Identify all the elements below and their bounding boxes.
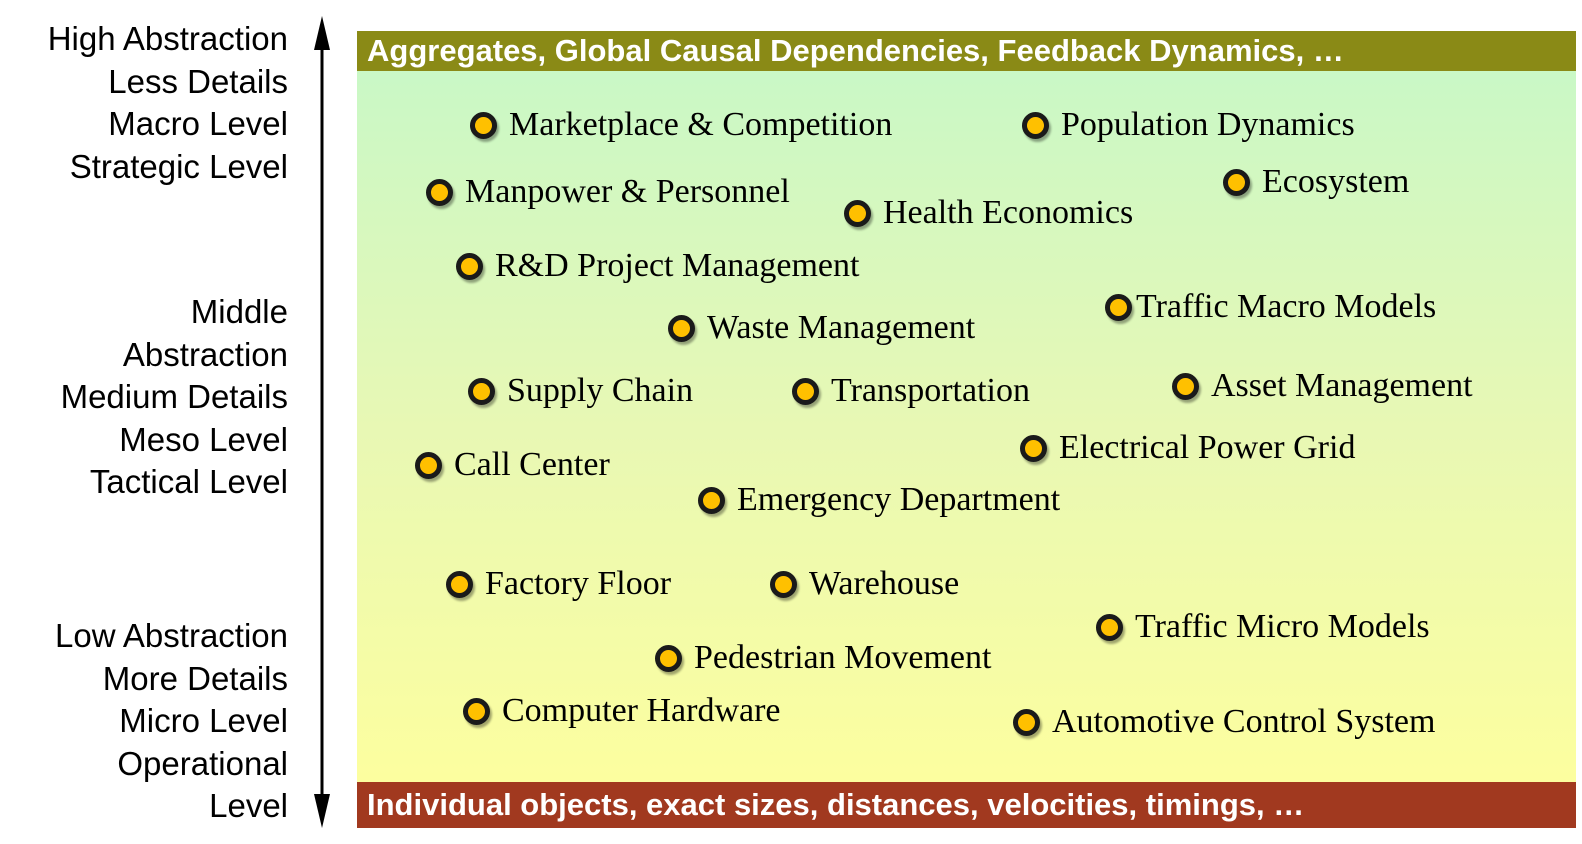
bullet-dot-icon	[655, 644, 682, 672]
bullet-dot-icon	[463, 697, 490, 725]
item-warehouse: Warehouse	[770, 565, 959, 603]
item-label: Computer Hardware	[502, 692, 781, 729]
item-manpower-personnel: Manpower & Personnel	[426, 173, 790, 211]
item-ecosystem: Ecosystem	[1223, 163, 1409, 201]
axis-label: Operational	[117, 744, 288, 782]
bullet-dot-icon	[470, 111, 497, 139]
arrow-up-head-icon	[314, 16, 330, 50]
bullet-dot-icon	[792, 377, 819, 405]
bullet-dot-icon	[1020, 434, 1047, 462]
item-health-economics: Health Economics	[844, 194, 1133, 232]
abstraction-panel	[357, 31, 1576, 828]
axis-label: More Details	[102, 659, 288, 697]
item-rd-project-management: R&D Project Management	[456, 247, 859, 285]
item-waste-management: Waste Management	[668, 309, 975, 347]
item-label: Health Economics	[883, 194, 1134, 231]
item-label: Population Dynamics	[1061, 106, 1355, 143]
top-banner: Aggregates, Global Causal Dependencies, …	[357, 31, 1576, 71]
bullet-dot-icon	[1022, 111, 1049, 139]
item-marketplace-competition: Marketplace & Competition	[470, 106, 892, 144]
axis-label: Macro Level	[108, 105, 288, 142]
bullet-dot-icon	[426, 178, 453, 206]
bullet-dot-icon	[668, 314, 695, 342]
double-headed-vertical-arrow-icon	[314, 16, 330, 828]
item-call-center: Call Center	[415, 446, 610, 484]
middle-abstraction-label-group: Middle Abstraction Medium Details Meso L…	[61, 291, 288, 504]
item-label: Waste Management	[707, 309, 976, 346]
item-population-dynamics: Population Dynamics	[1022, 106, 1355, 144]
bullet-dot-icon	[456, 252, 483, 280]
item-automotive-control-system: Automotive Control System	[1013, 703, 1435, 741]
axis-label: Micro Level	[119, 702, 288, 739]
item-label: Automotive Control System	[1052, 703, 1436, 740]
bullet-dot-icon	[844, 199, 871, 227]
item-transportation: Transportation	[792, 372, 1030, 410]
item-computer-hardware: Computer Hardware	[463, 692, 781, 730]
bullet-dot-icon	[698, 486, 725, 514]
item-emergency-department: Emergency Department	[698, 481, 1060, 519]
item-traffic-micro-models: Traffic Micro Models	[1096, 608, 1430, 646]
axis-label: Meso Level	[119, 420, 288, 458]
item-asset-management: Asset Management	[1172, 367, 1473, 405]
item-pedestrian-movement: Pedestrian Movement	[655, 639, 991, 677]
axis-label: Medium Details	[60, 378, 288, 415]
low-abstraction-label-group: Low Abstraction More Details Micro Level…	[55, 615, 288, 828]
axis-label: Abstraction	[122, 335, 288, 373]
bullet-dot-icon	[1013, 708, 1040, 736]
axis-label: Middle	[190, 293, 288, 330]
bullet-dot-icon	[1105, 293, 1132, 321]
item-label: Emergency Department	[737, 481, 1061, 518]
axis-label: High Abstraction	[47, 20, 288, 57]
axis-label: Level	[209, 787, 288, 824]
item-label: Call Center	[454, 446, 610, 483]
item-label: Asset Management	[1211, 367, 1473, 404]
item-label: Factory Floor	[485, 565, 672, 602]
bullet-dot-icon	[1223, 168, 1250, 196]
item-label: Supply Chain	[507, 372, 694, 409]
item-label: Warehouse	[809, 565, 960, 602]
item-label: Transportation	[831, 372, 1030, 409]
item-label: R&D Project Management	[495, 247, 860, 284]
high-abstraction-label-group: High Abstraction Less Details Macro Leve…	[48, 18, 288, 188]
item-label: Traffic Micro Models	[1135, 608, 1430, 645]
arrow-down-head-icon	[314, 794, 330, 828]
item-label: Manpower & Personnel	[465, 173, 790, 210]
item-label: Marketplace & Competition	[509, 106, 893, 143]
bullet-dot-icon	[1096, 613, 1123, 641]
item-label: Traffic Macro Models	[1136, 288, 1437, 325]
item-label: Ecosystem	[1262, 163, 1410, 200]
axis-label: Strategic Level	[69, 147, 288, 185]
item-factory-floor: Factory Floor	[446, 565, 671, 603]
bullet-dot-icon	[770, 570, 797, 598]
item-label: Pedestrian Movement	[694, 639, 992, 676]
axis-label: Less Details	[108, 62, 288, 100]
bullet-dot-icon	[1172, 372, 1199, 400]
item-label: Electrical Power Grid	[1059, 429, 1356, 466]
bullet-dot-icon	[415, 451, 442, 479]
item-traffic-macro-models: Traffic Macro Models	[1105, 288, 1436, 326]
axis-label: Low Abstraction	[55, 617, 288, 654]
item-supply-chain: Supply Chain	[468, 372, 693, 410]
bullet-dot-icon	[446, 570, 473, 598]
bullet-dot-icon	[468, 377, 495, 405]
axis-label: Tactical Level	[89, 463, 288, 500]
bottom-banner: Individual objects, exact sizes, distanc…	[357, 782, 1576, 828]
item-electrical-power-grid: Electrical Power Grid	[1020, 429, 1355, 467]
